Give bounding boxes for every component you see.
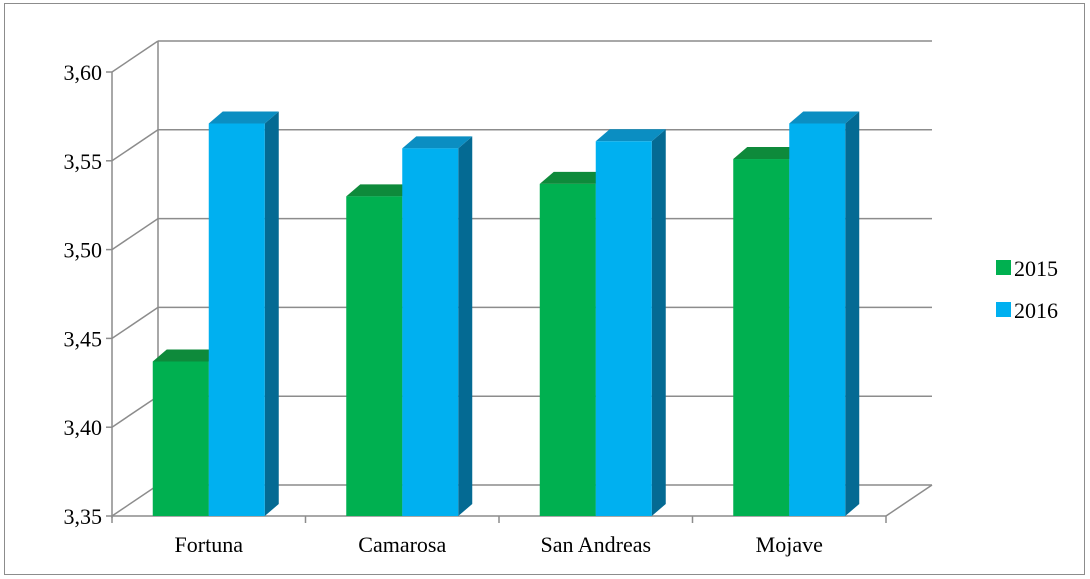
legend: 2015 2016 — [996, 256, 1058, 323]
y-tick-label: 3,40 — [64, 415, 103, 440]
legend-label: 2016 — [1014, 298, 1058, 323]
gridline — [111, 40, 932, 73]
axes — [106, 71, 887, 523]
bar — [789, 111, 860, 516]
bar-front-face — [595, 141, 652, 516]
y-axis-tick-labels: 3,35 3,40 3,45 3,50 3,55 3,60 — [64, 60, 103, 529]
bar-front-face — [733, 159, 790, 517]
x-tick-label: San Andreas — [540, 532, 651, 557]
bar-side-face — [651, 129, 666, 516]
floor-right-edge — [885, 484, 933, 517]
y-tick-label: 3,55 — [64, 149, 103, 174]
bar-top-face — [733, 147, 804, 160]
bar-top-face — [152, 349, 223, 362]
bars — [152, 111, 860, 517]
bar-side-face — [845, 111, 860, 516]
bar-side-face — [458, 136, 473, 517]
bar — [402, 136, 473, 517]
bar-top-face — [539, 171, 610, 184]
bar-top-face — [595, 129, 666, 142]
bar-side-face — [264, 111, 279, 516]
bar-front-face — [152, 361, 209, 516]
x-tick-label: Fortuna — [175, 532, 244, 557]
bar-top-face — [208, 111, 279, 124]
y-tick-label: 3,60 — [64, 60, 103, 85]
legend-swatch — [996, 260, 1011, 275]
bar-front-face — [346, 196, 403, 516]
bar-top-face — [789, 111, 860, 124]
x-tick-label: Camarosa — [358, 532, 446, 557]
bar-top-face — [402, 136, 473, 149]
bar-top-face — [346, 184, 417, 197]
bar-front-face — [789, 123, 846, 516]
y-tick-label: 3,50 — [64, 238, 103, 263]
y-tick-label: 3,45 — [64, 326, 103, 351]
x-axis-tick-labels: Fortuna Camarosa San Andreas Mojave — [175, 532, 823, 557]
bar-front-face — [402, 148, 459, 517]
legend-swatch — [996, 302, 1011, 317]
bar-front-face — [208, 123, 265, 516]
bar — [595, 129, 666, 516]
x-tick-label: Mojave — [756, 532, 823, 557]
legend-item: 2016 — [996, 298, 1058, 323]
bar — [208, 111, 279, 516]
y-tick-label: 3,35 — [64, 504, 103, 529]
bar-front-face — [539, 183, 596, 516]
legend-item: 2015 — [996, 256, 1058, 281]
legend-label: 2015 — [1014, 256, 1058, 281]
